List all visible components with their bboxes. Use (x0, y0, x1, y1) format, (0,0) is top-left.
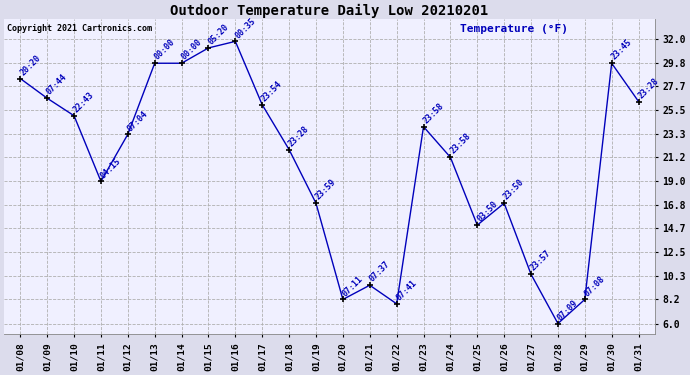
Text: 23:50: 23:50 (502, 178, 526, 202)
Text: 23:59: 23:59 (314, 178, 338, 202)
Text: 07:37: 07:37 (368, 260, 392, 284)
Text: 22:43: 22:43 (72, 90, 96, 114)
Text: 04:15: 04:15 (99, 156, 123, 180)
Text: 07:41: 07:41 (395, 278, 418, 302)
Text: 07:44: 07:44 (45, 73, 69, 97)
Text: Temperature (°F): Temperature (°F) (460, 24, 568, 34)
Text: Copyright 2021 Cartronics.com: Copyright 2021 Cartronics.com (8, 24, 152, 33)
Text: 07:09: 07:09 (555, 298, 580, 322)
Text: 20:20: 20:20 (18, 53, 42, 77)
Text: 05:20: 05:20 (206, 22, 230, 46)
Text: 23:28: 23:28 (636, 76, 660, 100)
Text: 07:11: 07:11 (341, 274, 365, 298)
Text: 23:57: 23:57 (529, 249, 553, 273)
Text: 23:28: 23:28 (287, 124, 311, 148)
Text: 23:54: 23:54 (260, 80, 284, 104)
Text: 23:58: 23:58 (448, 132, 472, 156)
Text: 00:00: 00:00 (179, 38, 204, 62)
Text: 07:08: 07:08 (582, 274, 607, 298)
Title: Outdoor Temperature Daily Low 20210201: Outdoor Temperature Daily Low 20210201 (170, 4, 489, 18)
Text: 03:50: 03:50 (475, 200, 499, 224)
Text: 00:00: 00:00 (152, 38, 177, 62)
Text: 07:04: 07:04 (126, 109, 150, 133)
Text: 00:35: 00:35 (233, 16, 257, 40)
Text: 23:58: 23:58 (422, 101, 445, 125)
Text: 23:45: 23:45 (609, 38, 633, 62)
